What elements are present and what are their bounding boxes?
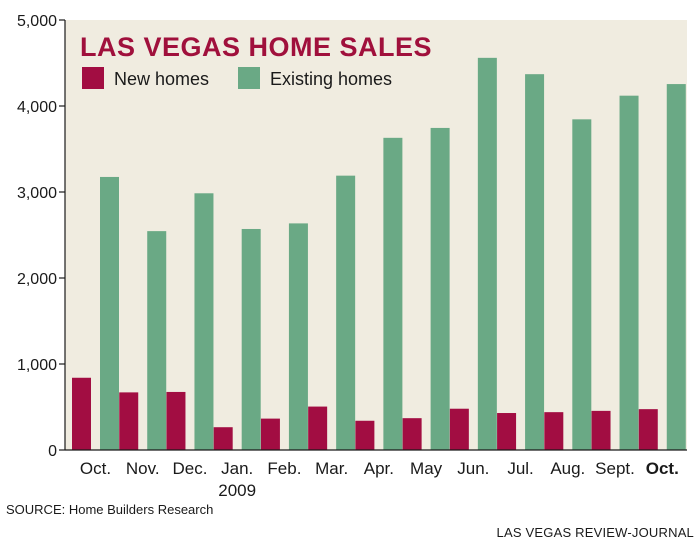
bar-new-homes [591,410,611,450]
bar-existing-homes [147,231,167,450]
y-tick-label: 1,000 [17,357,57,374]
legend-swatch-new-homes [82,67,104,89]
bar-existing-homes [619,95,639,451]
x-tick-label: Mar. [315,459,348,478]
x-tick-label: May [410,459,443,478]
bar-new-homes [497,413,517,450]
bar-existing-homes [100,176,119,450]
legend-label-new-homes: New homes [114,69,209,89]
x-tick-label: Aug. [550,459,585,478]
bar-new-homes [402,418,422,450]
bar-existing-homes [383,137,403,450]
bar-existing-homes [336,175,356,450]
bar-existing-homes [525,74,545,451]
x-tick-label: Oct. [646,459,679,478]
x-tick-label: Apr. [364,459,394,478]
bar-existing-homes [288,223,308,450]
legend-swatch-existing-homes [238,67,260,89]
bar-new-homes [638,409,658,450]
bar-new-homes [544,412,564,450]
y-axis: 0 1,000 2,000 3,000 4,000 5,000 [17,13,65,460]
y-tick-label: 4,000 [17,99,57,116]
x-tick-label: Jun. [457,459,489,478]
x-tick-sublabel: 2009 [218,481,256,500]
bar-new-homes [260,418,280,450]
legend-label-existing-homes: Existing homes [270,69,392,89]
x-tick-label: Jan. [221,459,253,478]
publisher-credit: LAS VEGAS REVIEW-JOURNAL [497,525,694,540]
x-tick-label: Oct. [80,459,111,478]
legend: New homes Existing homes [82,67,392,89]
bar-existing-homes [194,193,214,451]
bar-existing-homes [477,57,497,451]
y-tick-label: 3,000 [17,185,57,202]
bar-new-homes [72,377,91,450]
bar-new-homes [308,406,328,450]
x-tick-label: Feb. [267,459,301,478]
bar-new-homes [213,427,233,450]
bar-new-homes [166,391,186,450]
y-tick-label: 0 [48,443,57,460]
chart-title: LAS VEGAS HOME SALES [80,32,432,62]
bar-existing-homes [666,84,686,450]
bar-new-homes [355,420,375,450]
y-tick-label: 5,000 [17,13,57,30]
x-tick-label: Nov. [126,459,160,478]
bar-existing-homes [241,228,261,450]
bar-new-homes [119,392,139,450]
bar-existing-homes [430,127,450,451]
source-note: SOURCE: Home Builders Research [6,502,213,517]
y-tick-label: 2,000 [17,271,57,288]
bar-new-homes [449,408,469,450]
bar-series [72,57,686,451]
x-tick-label: Dec. [172,459,207,478]
x-tick-label: Jul. [507,459,533,478]
bar-existing-homes [572,119,592,450]
x-axis-labels: Oct. Nov. Dec. Jan. 2009 Feb. Mar. Apr. May Jun. J… [80,459,679,500]
x-tick-label: Sept. [595,459,635,478]
